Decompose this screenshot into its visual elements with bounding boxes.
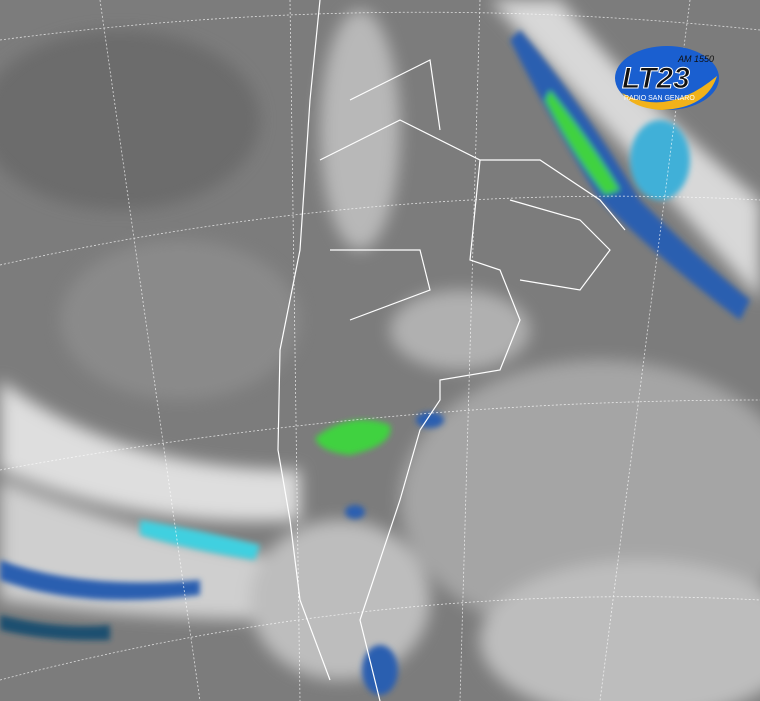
logo-frequency: AM 1550	[677, 54, 714, 64]
precipitation-cells	[0, 30, 750, 695]
logo-name: LT23	[622, 62, 690, 95]
country-borders	[277, 0, 626, 701]
lt23-logo: AM 1550 LT23 RADIO SAN GENARO	[615, 46, 719, 110]
station-logo: AM 1550 LT23 RADIO SAN GENARO	[612, 38, 722, 116]
logo-tagline: RADIO SAN GENARO	[624, 95, 695, 102]
